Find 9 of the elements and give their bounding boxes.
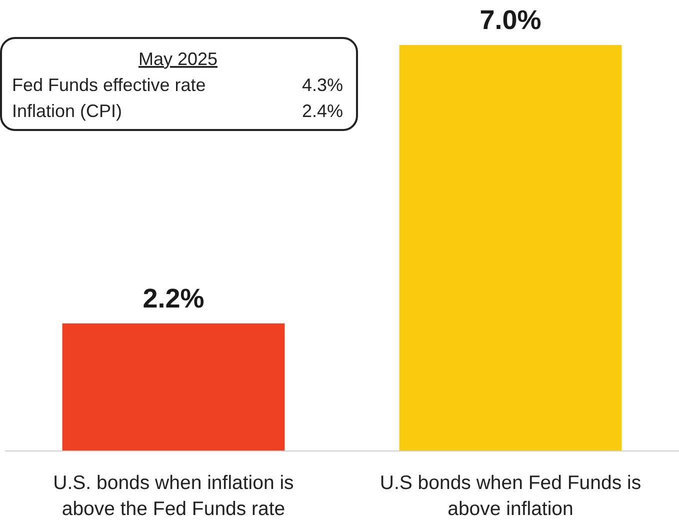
data-label: 2.2%	[142, 283, 204, 314]
data-label: 7.0%	[480, 5, 542, 35]
annotation: 4.3%	[302, 75, 343, 95]
annotation: Inflation (CPI)	[12, 101, 122, 121]
x-tick-label: U.S. bonds when inflation is above the Fed Funds rate	[53, 472, 294, 520]
annotation: May 2025	[138, 49, 218, 69]
x-tick-label: U.S bonds when Fed Funds is above inflation	[380, 472, 642, 520]
annotation: 2.4%	[302, 101, 343, 121]
annotation: Fed Funds effective rate	[12, 75, 206, 95]
